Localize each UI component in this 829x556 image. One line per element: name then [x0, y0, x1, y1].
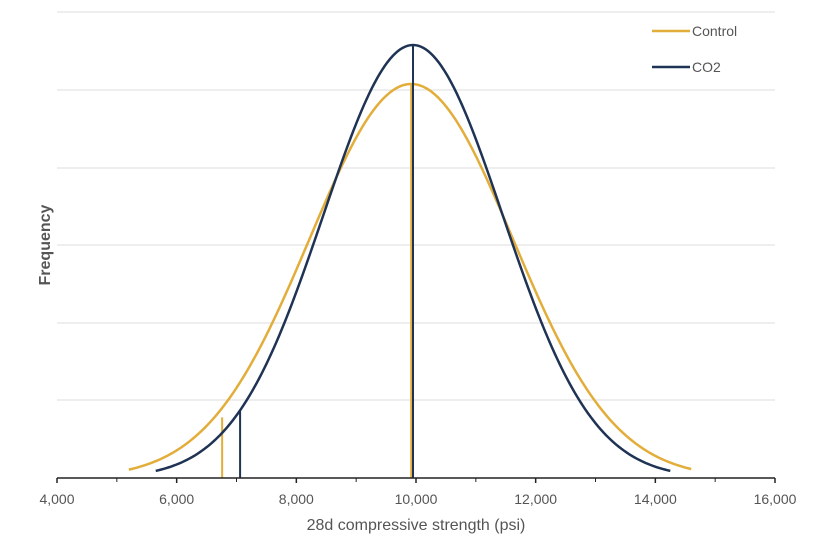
x-tick-label: 8,000: [279, 491, 314, 507]
legend-label: CO2: [692, 59, 721, 75]
x-axis-title: 28d compressive strength (psi): [307, 517, 526, 534]
x-tick-label: 6,000: [159, 491, 194, 507]
legend: Control CO2: [652, 23, 737, 75]
legend-label: Control: [692, 23, 737, 39]
x-tick-label: 16,000: [754, 491, 797, 507]
y-axis-title: Frequency: [37, 204, 54, 285]
x-tick-label: 12,000: [514, 491, 557, 507]
x-tick-label: 4,000: [39, 491, 74, 507]
x-axis: 4,000 6,000 8,000 10,000 12,000 14,000 16,000: [39, 477, 797, 507]
x-tick-label: 14,000: [634, 491, 677, 507]
series-line-control: [128, 82, 692, 471]
x-tick-label: 10,000: [395, 491, 438, 507]
gridlines: [57, 11, 775, 401]
series-curves: [128, 43, 692, 478]
